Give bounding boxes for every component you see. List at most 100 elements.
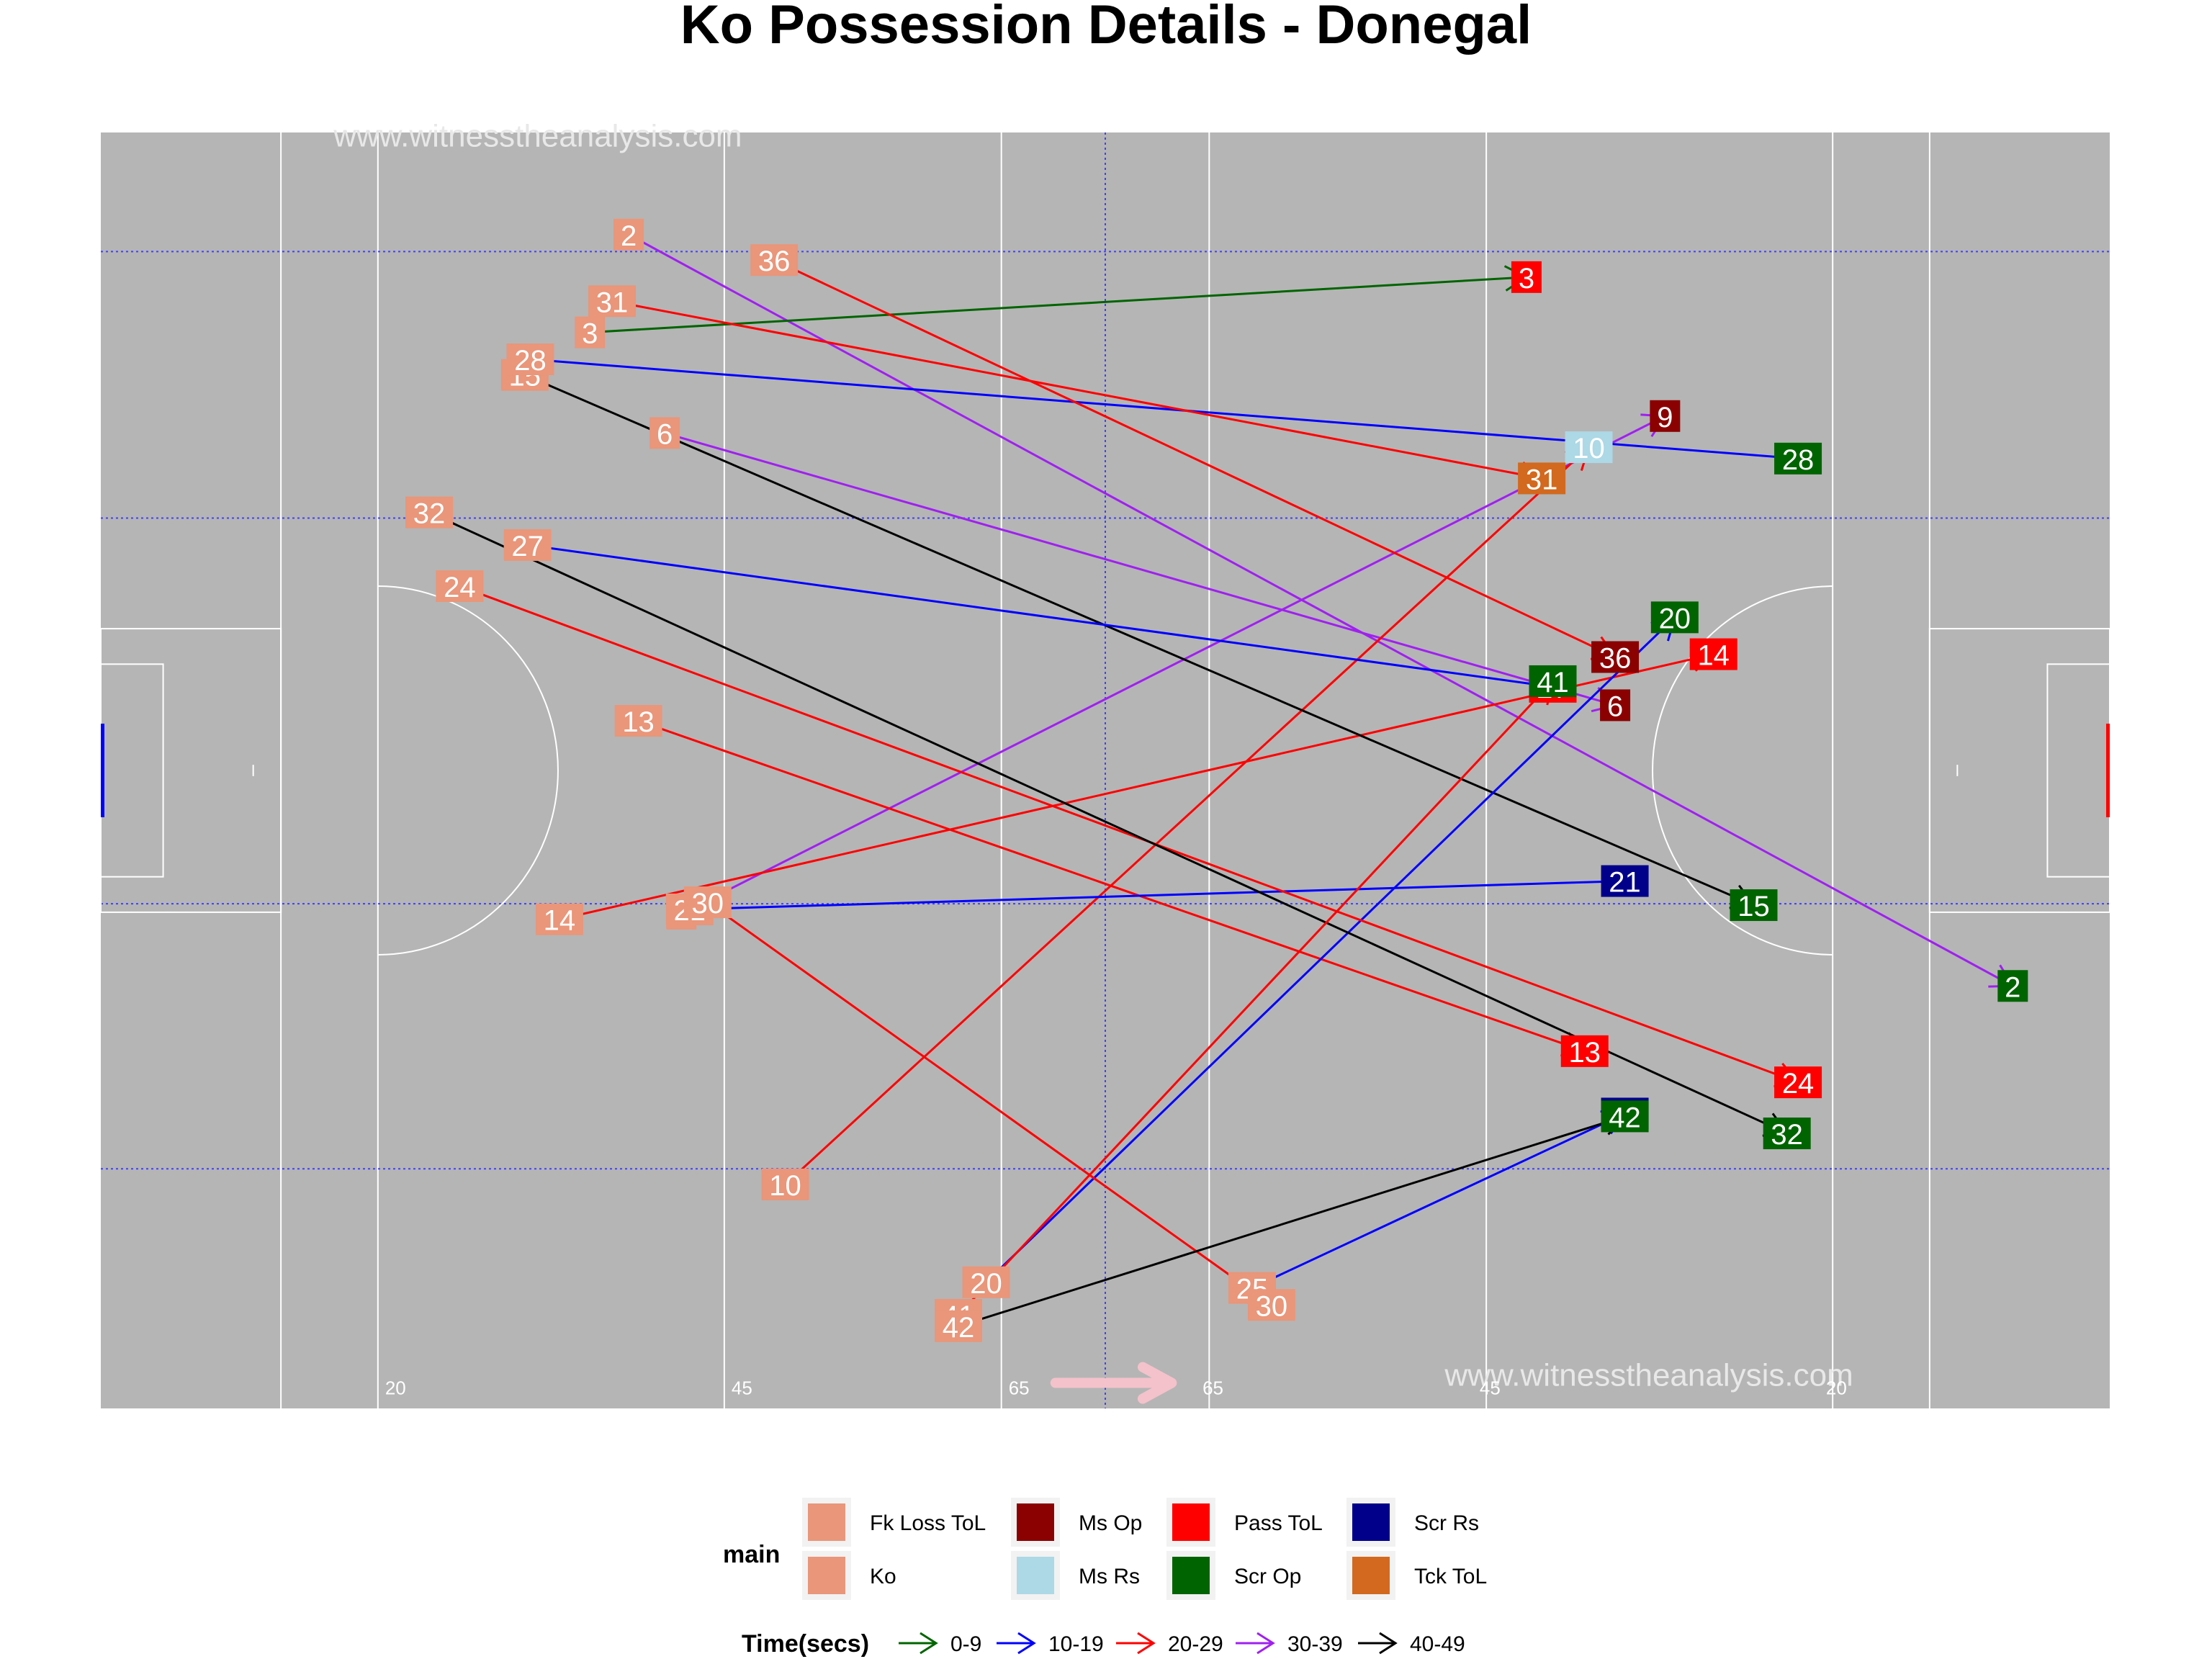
possession-arrow-6	[664, 431, 1616, 706]
label-box	[1565, 431, 1613, 464]
label-box	[503, 529, 552, 561]
legend-time-label: 20-29	[1168, 1632, 1223, 1656]
label-box	[1601, 865, 1649, 897]
end-label-10: 10	[1565, 431, 1613, 464]
label-text: 9	[1657, 402, 1673, 433]
legend-main: main Fk Loss ToL Ko Ms Op Ms Rs Pass ToL Scr O…	[723, 1498, 1487, 1600]
label-box	[506, 343, 554, 376]
legend-swatch	[1172, 1503, 1210, 1541]
legend-time-label: 0-9	[950, 1632, 981, 1656]
start-label-30: 30	[683, 886, 732, 920]
legend-time-title: Time(secs)	[742, 1630, 869, 1658]
start-label-32: 32	[405, 496, 454, 530]
possession-arrow-9	[680, 415, 1666, 915]
start-label-31: 31	[588, 285, 637, 318]
label-text: 28	[1782, 444, 1815, 476]
label-box	[1600, 689, 1631, 721]
possession-arrow-42	[958, 1115, 1626, 1328]
end-label-14: 14	[1689, 638, 1737, 672]
start-label-20: 20	[962, 1266, 1010, 1300]
label-text: 15	[1737, 891, 1770, 922]
start-label-27: 27	[503, 529, 552, 562]
label-box	[1774, 442, 1822, 475]
legend-swatch	[1352, 1503, 1390, 1541]
legend-time-label: 40-49	[1410, 1632, 1465, 1656]
pitch-marks: 20 45 65 65 45 20	[385, 1377, 1847, 1398]
start-label-14: 14	[535, 903, 583, 937]
possession-arrow-31	[611, 300, 1542, 480]
label-box	[1689, 638, 1737, 670]
label-box	[613, 218, 644, 251]
label-box	[614, 705, 662, 737]
end-label-30: 30	[1247, 1289, 1295, 1322]
possession-arrow-13	[638, 719, 1586, 1053]
label-text: 2	[2005, 971, 2020, 1003]
legend-swatch	[1017, 1557, 1054, 1594]
label-box	[575, 316, 606, 349]
label-text: 41	[1537, 667, 1569, 698]
label-text: 10	[1573, 433, 1605, 464]
start-label-36: 36	[750, 244, 799, 277]
end-label-3: 3	[1511, 261, 1542, 295]
label-box	[588, 285, 637, 318]
start-label-13: 13	[614, 705, 662, 738]
possession-arrow-20	[985, 616, 1676, 1283]
legend-swatch	[808, 1557, 845, 1594]
legend-swatch	[1017, 1503, 1054, 1541]
label-text: 31	[1526, 464, 1558, 495]
end-label-13: 13	[1560, 1035, 1609, 1069]
label-text: 36	[1599, 642, 1632, 674]
pitch-lines	[101, 132, 2110, 1408]
label-text: 42	[1609, 1102, 1641, 1133]
pitch-mark-label: 45	[1480, 1377, 1501, 1398]
label-text: 24	[1782, 1068, 1815, 1100]
end-label-15: 15	[1730, 889, 1778, 922]
possession-arrow-32	[428, 511, 1788, 1135]
label-box	[535, 903, 583, 935]
label-text: 30	[1256, 1290, 1288, 1322]
label-text: 13	[1569, 1037, 1601, 1069]
end-label-24: 24	[1774, 1066, 1822, 1100]
label-box	[1560, 1035, 1609, 1067]
label-text: 6	[657, 418, 673, 450]
label-text: 20	[1659, 603, 1691, 634]
start-label-42: 42	[935, 1310, 983, 1344]
label-text: 14	[544, 905, 576, 937]
label-text: 42	[943, 1312, 975, 1344]
small-box-right	[2046, 663, 2110, 878]
legend-main-title: main	[723, 1541, 780, 1568]
end-label-28: 28	[1774, 442, 1822, 476]
label-box	[1511, 261, 1542, 293]
label-text: 14	[1697, 640, 1730, 672]
end-label-42: 42	[1601, 1100, 1649, 1133]
legend-main-label: Tck ToL	[1414, 1565, 1487, 1588]
possession-arrow-10	[784, 446, 1590, 1186]
label-box	[1591, 641, 1640, 673]
large-box-left	[101, 628, 282, 913]
start-labels: 236910131415202124252728303132364142	[405, 218, 1276, 1344]
label-box	[1730, 889, 1778, 922]
label-box	[1650, 400, 1681, 432]
label-text: 3	[582, 318, 598, 350]
end-label-9: 9	[1650, 400, 1681, 433]
label-box	[962, 1266, 1010, 1298]
start-label-6: 6	[649, 417, 680, 450]
start-label-28: 28	[506, 343, 554, 377]
legend-main-label: Pass ToL	[1234, 1511, 1323, 1535]
label-text: 28	[514, 345, 547, 377]
legend-main-label: Scr Rs	[1414, 1511, 1479, 1535]
possession-arrow-14	[559, 653, 1714, 921]
end-label-31: 31	[1518, 462, 1566, 495]
direction-arrow	[1050, 1362, 1177, 1404]
label-box	[436, 570, 484, 603]
end-label-21: 21	[1601, 865, 1649, 899]
legend-time-head	[1379, 1632, 1398, 1655]
label-text: 30	[692, 888, 724, 920]
label-box	[683, 886, 732, 919]
label-box	[1997, 970, 2028, 1002]
direction-arrow-head	[1137, 1362, 1177, 1404]
label-text: 6	[1607, 691, 1623, 722]
label-box	[1774, 1066, 1822, 1099]
legend-main-label: Ko	[870, 1565, 896, 1588]
possession-arrow-41	[957, 680, 1554, 1316]
